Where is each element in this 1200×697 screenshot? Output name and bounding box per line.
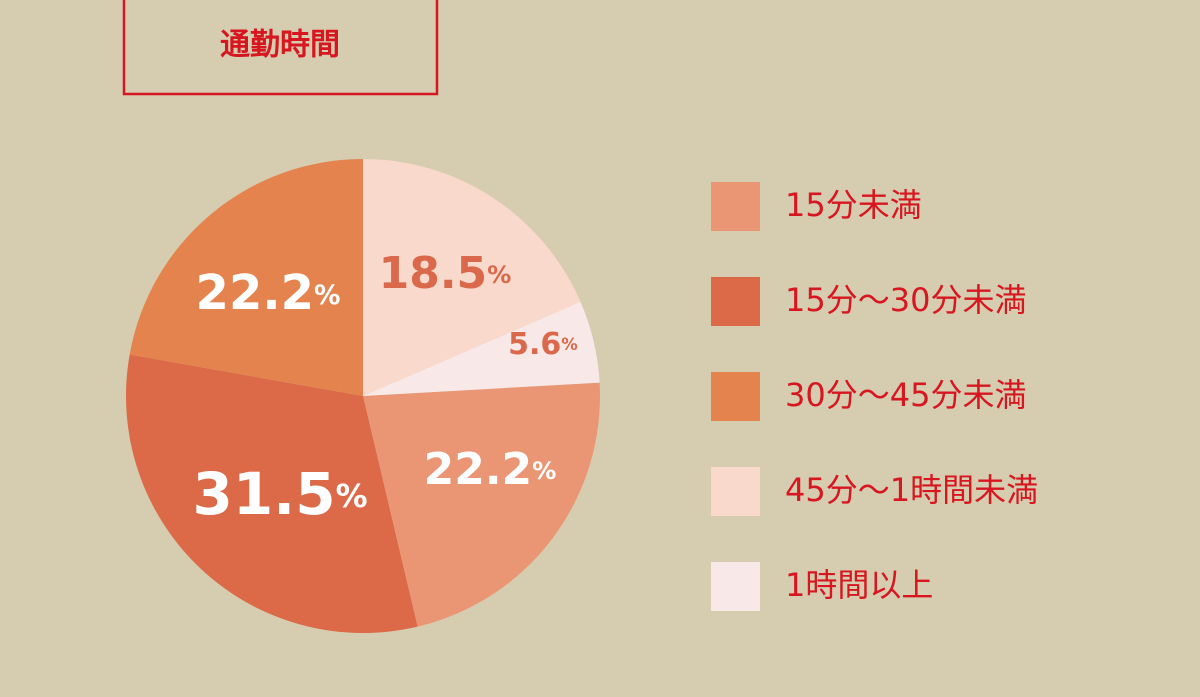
pie-slice (363, 159, 581, 396)
legend-label: 45分〜1時間未満 (785, 471, 1038, 509)
value-number: 5.6 (508, 327, 561, 362)
legend-label: 15分〜30分未満 (785, 281, 1026, 319)
legend-label: 1時間以上 (785, 566, 933, 604)
value-label: 31.5% (192, 460, 367, 528)
value-unit: % (561, 335, 578, 354)
value-label: 22.2% (196, 265, 341, 321)
legend-swatch (711, 182, 760, 231)
legend-swatch (711, 277, 760, 326)
value-unit: % (487, 261, 511, 289)
value-unit: % (314, 280, 340, 311)
value-number: 31.5 (192, 460, 335, 528)
legend-swatch (711, 372, 760, 421)
value-number: 22.2 (196, 265, 314, 321)
title-box (122, 0, 439, 96)
legend-swatch (711, 467, 760, 516)
value-number: 22.2 (424, 444, 533, 495)
value-label: 22.2% (424, 444, 557, 495)
value-number: 18.5 (379, 248, 488, 299)
legend-label: 30分〜45分未満 (785, 376, 1026, 414)
value-label: 18.5% (379, 248, 512, 299)
pie-slice (363, 301, 600, 396)
legend-label: 15分未満 (785, 186, 922, 224)
value-label: 5.6% (508, 327, 578, 362)
value-unit: % (336, 477, 368, 515)
value-unit: % (532, 457, 556, 485)
pie-slice (363, 382, 600, 627)
pie-slice (126, 354, 418, 633)
pie-slice (129, 159, 363, 396)
chart-title: 通勤時間 (220, 28, 340, 63)
legend-swatch (711, 562, 760, 611)
